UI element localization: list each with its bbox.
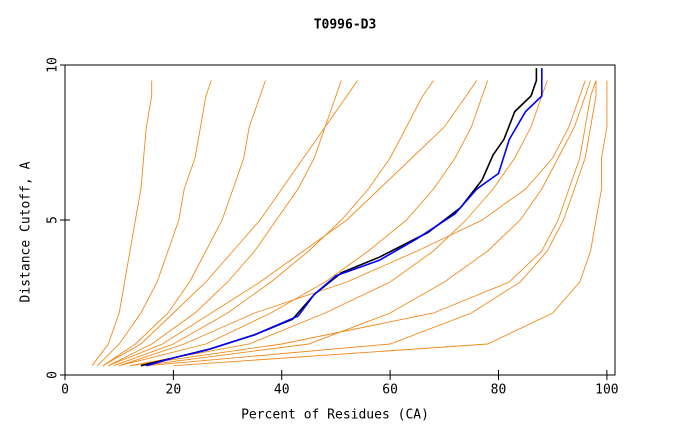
series-line: [129, 80, 597, 367]
series-line: [129, 80, 548, 367]
series-line: [102, 80, 358, 367]
x-tick-label: 40: [274, 383, 290, 398]
series-line: [113, 80, 434, 367]
y-axis-label: Distance Cutoff, A: [19, 161, 34, 302]
series-line: [119, 80, 489, 367]
series-line: [140, 80, 592, 367]
chart-title: T0996-D3: [314, 18, 377, 33]
y-tick-label: 10: [46, 57, 61, 73]
x-axis-label: Percent of Residues (CA): [241, 408, 429, 423]
series-line: [119, 80, 586, 367]
x-tick-label: 100: [595, 383, 618, 398]
series-line: [146, 80, 597, 367]
x-tick-label: 60: [382, 383, 398, 398]
y-tick-label: 5: [46, 216, 61, 224]
y-tick-label: 0: [46, 371, 61, 379]
series-line: [108, 80, 478, 367]
plot-area: [91, 68, 608, 367]
series-line: [102, 80, 266, 367]
series-line: [108, 80, 342, 367]
series-line: [91, 80, 153, 366]
series-line: [173, 80, 608, 367]
x-tick-label: 0: [61, 383, 69, 398]
x-tick-label: 80: [491, 383, 507, 398]
series-line: [146, 68, 543, 367]
series-line: [97, 80, 212, 367]
x-tick-label: 20: [166, 383, 182, 398]
